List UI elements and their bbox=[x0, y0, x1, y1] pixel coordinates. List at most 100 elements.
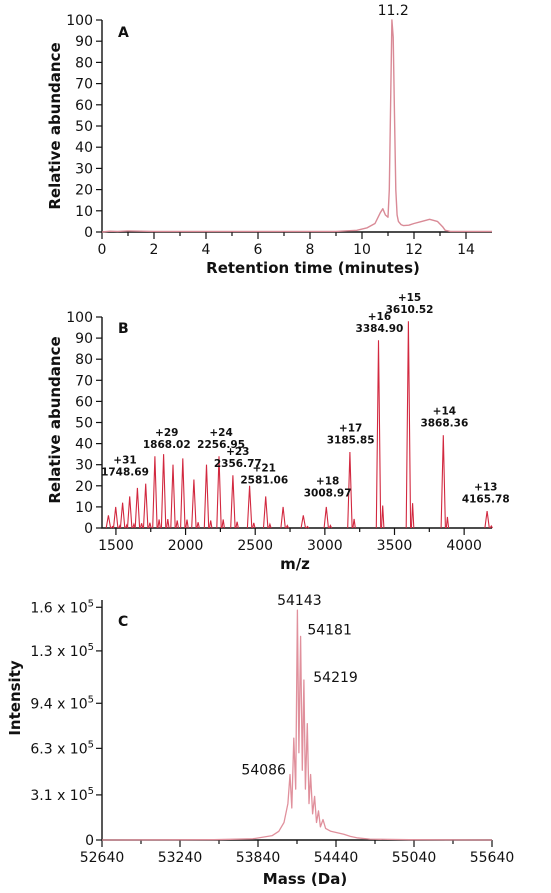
chart-b-xtick-label: 3500 bbox=[377, 538, 413, 554]
chart-b-peak bbox=[105, 515, 112, 529]
chart-a-ytick-label: 50 bbox=[75, 119, 93, 135]
chart-b-peak-shoulder bbox=[157, 519, 161, 529]
chart-b-peak-shoulder bbox=[328, 524, 333, 529]
chart-a-xtick-label: 6 bbox=[254, 242, 263, 258]
chart-b-mz-label: 4165.78 bbox=[462, 494, 510, 506]
chart-b-peak bbox=[230, 475, 236, 529]
chart-b-peak bbox=[216, 456, 222, 529]
chart-b-mz-label: 2356.77 bbox=[214, 458, 262, 470]
chart-b-mz-label: 3610.52 bbox=[386, 304, 434, 316]
chart-b-ylabel: Relative abundance bbox=[46, 336, 64, 503]
chart-a-xtick-label: 10 bbox=[353, 242, 371, 258]
chart-a-xtick-label: 4 bbox=[202, 242, 211, 258]
chart-b-ytick-label: 60 bbox=[75, 394, 93, 410]
chart-b-peak bbox=[484, 511, 490, 529]
chart-b-peak bbox=[134, 487, 141, 529]
chart-a-ytick-label: 40 bbox=[75, 140, 93, 156]
chart-b-ytick-label: 10 bbox=[75, 500, 93, 516]
chart-a: A Relative abundance Retention time (min… bbox=[46, 3, 492, 277]
chart-c-ytick-label: 1.3 x 105 bbox=[30, 642, 94, 660]
chart-b-ytick-label: 70 bbox=[75, 373, 93, 389]
chart-a-ytick-label: 10 bbox=[75, 204, 93, 220]
chart-b-peak-shoulder bbox=[148, 522, 152, 529]
chart-b-mz-label: 3384.90 bbox=[356, 323, 404, 335]
chart-a-xtick-label: 14 bbox=[457, 242, 475, 258]
chart-c-peak-label: 54086 bbox=[241, 763, 286, 779]
chart-a-ytick-label: 20 bbox=[75, 183, 93, 199]
chart-b-peak-shoulder bbox=[305, 525, 310, 529]
chart-b-xlabel: m/z bbox=[280, 555, 310, 573]
chart-c-xtick-label: 53240 bbox=[158, 850, 203, 866]
chart-b-peak-shoulder bbox=[235, 521, 239, 529]
chart-b-charge-label: +17 bbox=[339, 423, 362, 435]
chart-b-xtick-label: 1500 bbox=[98, 538, 134, 554]
chart-b-xtick-label: 4000 bbox=[446, 538, 482, 554]
chart-b-panel-label: B bbox=[118, 321, 129, 337]
chart-c-ytick-label: 6.3 x 105 bbox=[30, 739, 94, 757]
chart-a-series-line bbox=[101, 19, 492, 233]
chart-b-peak bbox=[246, 485, 253, 529]
chart-b-peak-shoulder bbox=[285, 524, 289, 529]
chart-c-series-line bbox=[101, 609, 493, 841]
chart-b-mz-label: 1868.02 bbox=[143, 439, 191, 451]
chart-b-charge-label: +21 bbox=[253, 463, 276, 475]
chart-b-peak-shoulder bbox=[380, 505, 385, 529]
chart-b-mz-label: 3008.97 bbox=[304, 487, 352, 499]
chart-b-ytick-label: 0 bbox=[84, 521, 93, 537]
chart-b-peak bbox=[440, 435, 446, 529]
chart-c-ylabel: Intensity bbox=[6, 660, 24, 736]
chart-b-peak bbox=[280, 506, 286, 529]
chart-b-peak-shoulder bbox=[221, 519, 225, 529]
chart-b-ytick-label: 80 bbox=[75, 352, 93, 368]
chart-b-ytick-label: 50 bbox=[75, 416, 93, 432]
chart-a-xlabel: Retention time (minutes) bbox=[206, 259, 420, 277]
chart-b-peak-shoulder bbox=[445, 516, 450, 529]
chart-c-ytick-label: 1.6 x 105 bbox=[30, 598, 94, 616]
chart-c-xtick-label: 54440 bbox=[314, 850, 359, 866]
chart-a-ytick-label: 70 bbox=[75, 77, 93, 93]
chart-a-ytick-label: 60 bbox=[75, 98, 93, 114]
chart-b-peak bbox=[191, 479, 197, 529]
chart-b-peak bbox=[152, 456, 158, 529]
chart-b-xtick-label: 2000 bbox=[168, 538, 204, 554]
chart-b-peak bbox=[112, 506, 119, 529]
chart-c-ytick-label: 9.4 x 105 bbox=[30, 694, 94, 712]
chart-b-peak bbox=[126, 496, 133, 529]
chart-c-peak-label: 54219 bbox=[313, 670, 358, 686]
chart-b-peak bbox=[262, 496, 269, 529]
chart-b-charge-label: +23 bbox=[226, 446, 249, 458]
chart-b-peak bbox=[347, 451, 353, 529]
chart-b-peak-shoulder bbox=[166, 519, 170, 529]
chart-b-peak bbox=[405, 321, 412, 529]
chart-b-charge-label: +29 bbox=[155, 427, 178, 439]
chart-b-peak-shoulder bbox=[252, 522, 256, 529]
chart-b-ytick-label: 100 bbox=[66, 310, 93, 326]
chart-b-peak bbox=[375, 340, 382, 529]
chart-b-mz-label: 3185.85 bbox=[327, 435, 375, 447]
chart-b-mz-label: 3868.36 bbox=[420, 418, 468, 430]
chart-b-mz-label: 2581.06 bbox=[240, 475, 288, 487]
chart-b-ytick-label: 90 bbox=[75, 331, 93, 347]
chart-a-ytick-label: 90 bbox=[75, 34, 93, 50]
chart-b-peak-shoulder bbox=[352, 518, 356, 529]
chart-b-charge-label: +13 bbox=[474, 482, 497, 494]
chart-c-xtick-label: 55040 bbox=[392, 850, 437, 866]
chart-a-panel-label: A bbox=[118, 25, 129, 41]
chart-b-charge-label: +14 bbox=[433, 406, 456, 418]
chart-a-xtick-label: 8 bbox=[306, 242, 315, 258]
chart-c-xtick-label: 52640 bbox=[80, 850, 125, 866]
chart-c-xtick-label: 53840 bbox=[236, 850, 281, 866]
chart-b-peak-shoulder bbox=[139, 523, 144, 529]
chart-a-ytick-label: 80 bbox=[75, 55, 93, 71]
chart-c-ytick-label: 3.1 x 105 bbox=[30, 786, 94, 804]
chart-b-peak-shoulder bbox=[132, 522, 136, 529]
chart-b-mz-label: 1748.69 bbox=[101, 466, 149, 478]
chart-b-ytick-label: 30 bbox=[75, 458, 93, 474]
chart-b-charge-label: +16 bbox=[368, 311, 391, 323]
chart-a-xtick-label: 2 bbox=[150, 242, 159, 258]
chart-b-peak-shoulder bbox=[268, 522, 272, 529]
chart-b-ytick-label: 20 bbox=[75, 479, 93, 495]
chart-a-axes bbox=[101, 20, 492, 233]
chart-c-ytick-label: 0 bbox=[85, 833, 94, 849]
chart-c-xtick-label: 55640 bbox=[470, 850, 515, 866]
